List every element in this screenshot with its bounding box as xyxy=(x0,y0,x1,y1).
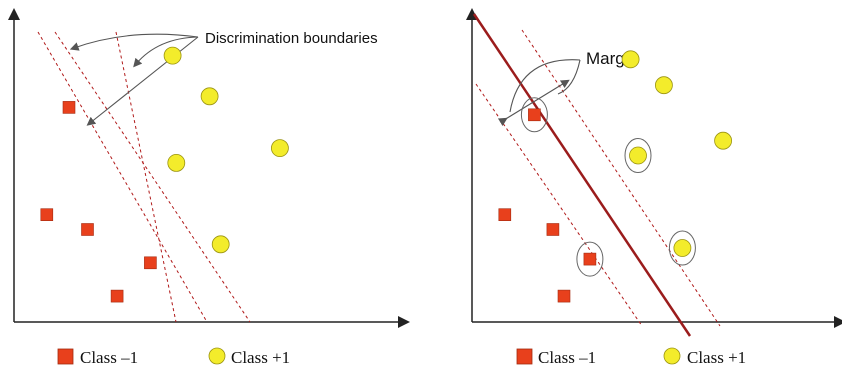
class-pos-point xyxy=(200,87,219,106)
class-pos-point xyxy=(167,153,186,172)
class-neg-point xyxy=(110,289,124,303)
left-panel: Discrimination boundaries xyxy=(8,8,410,328)
legend-class-neg-marker xyxy=(57,348,74,365)
right-panel: Margin xyxy=(466,8,842,337)
legend-class-pos-label: Class +1 xyxy=(687,348,746,367)
class-pos-point xyxy=(211,235,230,254)
legend-class-pos-marker xyxy=(208,347,226,365)
right-legend: Class –1 Class +1 xyxy=(516,347,746,367)
support-vector-ring xyxy=(624,138,652,173)
class-pos-point xyxy=(629,146,647,165)
legend-class-neg-label: Class –1 xyxy=(538,348,596,367)
margin-annotation xyxy=(497,59,581,127)
margin-pointer-1 xyxy=(509,59,581,113)
class-neg-point xyxy=(528,108,541,122)
support-vector-ring xyxy=(576,241,604,277)
class-neg-point xyxy=(40,208,54,221)
left-boundaries xyxy=(37,31,251,323)
legend-class-neg-marker xyxy=(516,348,533,365)
support-vector-ring xyxy=(520,97,548,133)
class-pos-point xyxy=(163,46,182,65)
margin-width-arrow xyxy=(497,79,570,127)
class-neg-point xyxy=(81,223,94,236)
class-pos-point xyxy=(714,131,732,150)
right-points xyxy=(498,50,732,303)
annotation-arrow-1 xyxy=(69,33,199,51)
class-neg-point xyxy=(557,289,571,303)
left-boundary-1 xyxy=(37,31,208,323)
left-annotation-arrows xyxy=(69,33,199,126)
margin-line-negative xyxy=(475,83,643,327)
left-points xyxy=(40,46,289,303)
class-pos-point xyxy=(270,139,289,158)
legend-class-pos-label: Class +1 xyxy=(231,348,290,367)
legend-class-pos-marker xyxy=(663,347,681,365)
class-pos-point xyxy=(621,50,640,69)
class-pos-point xyxy=(673,239,692,257)
left-legend: Class –1 Class +1 xyxy=(57,347,290,367)
class-neg-point xyxy=(583,252,597,266)
support-vector-ring xyxy=(668,230,696,266)
class-neg-point xyxy=(498,208,512,221)
class-neg-point xyxy=(144,256,157,270)
annotation-arrow-3 xyxy=(86,36,199,126)
class-neg-point xyxy=(546,223,560,236)
annotation-arrow-2 xyxy=(133,36,199,68)
class-pos-point xyxy=(655,76,673,95)
discrimination-boundaries-label: Discrimination boundaries xyxy=(205,30,378,47)
margin-pointer-2 xyxy=(557,59,581,95)
decision-boundary xyxy=(472,13,692,337)
legend-class-neg-label: Class –1 xyxy=(80,348,138,367)
left-boundary-2 xyxy=(54,31,251,323)
margin-line-positive xyxy=(521,29,721,327)
class-neg-point xyxy=(62,101,76,114)
left-boundary-3 xyxy=(115,31,177,323)
